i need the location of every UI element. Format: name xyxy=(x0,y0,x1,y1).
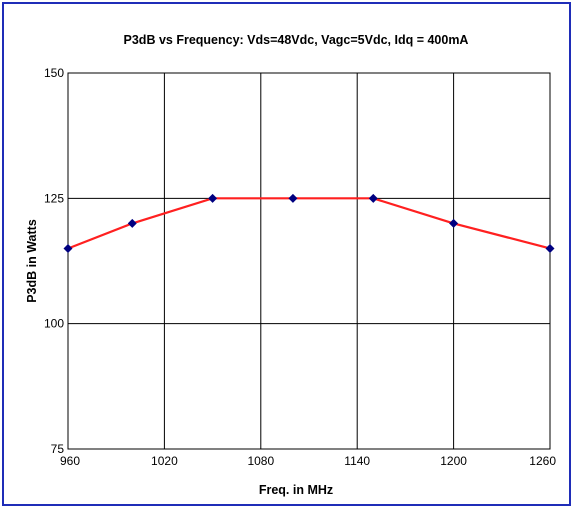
plot-area xyxy=(67,72,551,450)
series-1 xyxy=(63,193,555,253)
y-axis-label: P3dB in Watts xyxy=(25,219,39,303)
x-tick-label-0: 960 xyxy=(60,454,80,468)
y-tick-label-1: 100 xyxy=(44,317,64,331)
data-point-6 xyxy=(545,243,555,253)
x-tick-label-4: 1200 xyxy=(440,454,467,468)
y-tick-labels: 75 100 125 150 xyxy=(44,66,64,456)
data-point-2 xyxy=(208,193,218,203)
y-tick-label-0: 75 xyxy=(51,442,65,456)
data-point-4 xyxy=(368,193,378,203)
x-tick-label-1: 1020 xyxy=(151,454,178,468)
x-tick-label-2: 1080 xyxy=(247,454,274,468)
data-point-5 xyxy=(449,218,459,228)
x-axis-label: Freq. in MHz xyxy=(259,483,333,497)
data-point-1 xyxy=(127,218,137,228)
data-point-0 xyxy=(63,243,73,253)
y-tick-label-3: 150 xyxy=(44,66,64,80)
x-tick-label-5: 1260 xyxy=(529,454,556,468)
y-tick-label-2: 125 xyxy=(44,191,64,205)
data-point-3 xyxy=(288,193,298,203)
x-tick-labels: 960 1020 1080 1140 1200 1260 xyxy=(60,454,556,468)
x-tick-label-3: 1140 xyxy=(344,454,370,468)
chart-title: P3dB vs Frequency: Vds=48Vdc, Vagc=5Vdc,… xyxy=(124,33,469,47)
